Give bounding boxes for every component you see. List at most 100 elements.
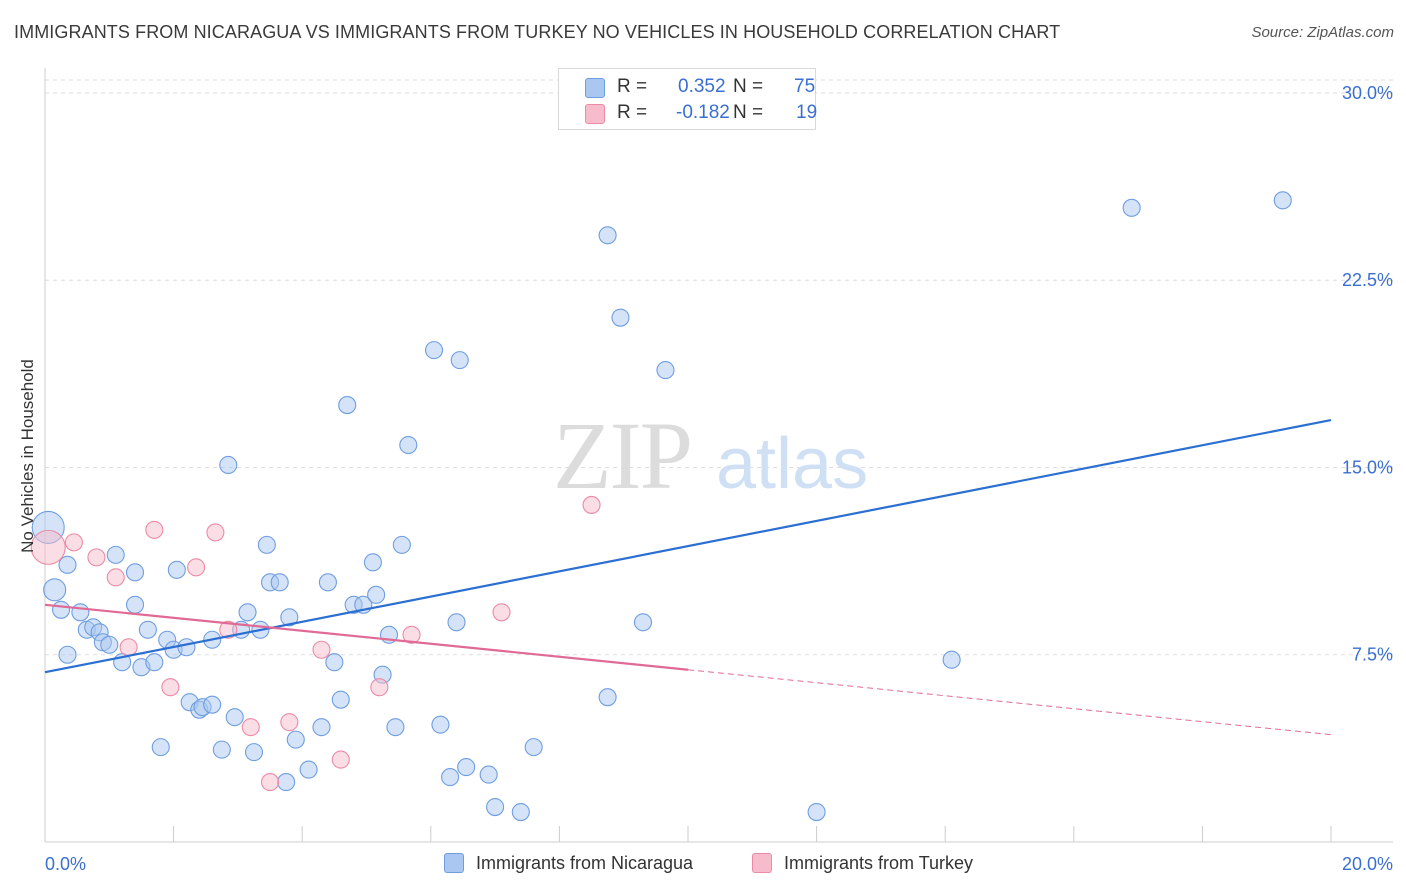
data-point-turkey: [106, 568, 125, 587]
data-point-nicaragua: [399, 435, 418, 455]
data-point-turkey: [219, 620, 238, 639]
series-turkey-points: [30, 495, 601, 792]
data-point-nicaragua: [318, 573, 337, 592]
data-point-nicaragua: [125, 563, 145, 582]
legend-n-label: N =: [733, 102, 764, 123]
data-point-nicaragua: [598, 226, 617, 245]
y-tick-label: 15.0%: [1342, 457, 1393, 477]
data-point-nicaragua: [633, 613, 653, 632]
data-point-nicaragua: [457, 758, 476, 777]
legend-n-label: N =: [733, 76, 764, 97]
legend-r-label: R =: [617, 76, 648, 97]
legend-n-value: 75: [794, 76, 816, 97]
data-point-turkey: [145, 520, 164, 539]
legend-n-value: 19: [796, 102, 818, 123]
data-point-nicaragua: [167, 560, 186, 579]
data-point-nicaragua: [212, 740, 231, 759]
gridlines: [45, 79, 1393, 656]
data-point-nicaragua: [598, 688, 617, 707]
data-point-turkey: [64, 533, 83, 552]
legend-label-nicaragua: Immigrants from Nicaragua: [476, 853, 694, 873]
y-tick-label: 22.5%: [1342, 270, 1393, 290]
y-tick-label: 7.5%: [1352, 645, 1393, 665]
data-point-nicaragua: [219, 455, 238, 475]
data-point-turkey: [582, 495, 601, 514]
data-point-nicaragua: [611, 308, 630, 327]
watermark-zip: ZIP: [553, 402, 691, 509]
data-point-turkey: [161, 678, 180, 697]
data-point-nicaragua: [43, 578, 67, 602]
data-point-nicaragua: [392, 535, 411, 554]
legend-swatch-turkey: [752, 853, 772, 873]
axes: [44, 68, 1393, 843]
data-point-turkey: [280, 713, 299, 732]
data-point-turkey: [312, 640, 331, 659]
trend-line-turkey: [44, 603, 689, 671]
watermark: ZIP atlas: [553, 402, 868, 509]
tick-labels: 7.5% 15.0% 22.5% 30.0% 0.0% 20.0%: [45, 83, 1393, 874]
data-point-turkey: [87, 548, 106, 567]
data-point-nicaragua: [431, 715, 450, 734]
data-point-nicaragua: [244, 743, 264, 762]
legend-r-value: 0.352: [678, 76, 726, 97]
data-point-nicaragua: [280, 608, 299, 627]
data-point-nicaragua: [138, 620, 157, 639]
x-tick-label: 0.0%: [45, 854, 86, 874]
data-point-turkey: [206, 523, 225, 542]
data-point-nicaragua: [338, 396, 357, 415]
data-point-nicaragua: [450, 351, 469, 370]
data-point-nicaragua: [106, 545, 125, 564]
trend-line-nicaragua: [44, 418, 1332, 674]
watermark-atlas: atlas: [716, 424, 868, 504]
chart-title: IMMIGRANTS FROM NICARAGUA VS IMMIGRANTS …: [14, 22, 1061, 42]
trend-line-turkey-projection: [687, 669, 1332, 736]
data-point-nicaragua: [257, 535, 276, 554]
y-tick-label: 30.0%: [1342, 83, 1393, 103]
trend-lines: [44, 418, 1332, 736]
data-point-nicaragua: [286, 730, 305, 749]
data-point-turkey: [187, 558, 206, 577]
data-point-nicaragua: [177, 638, 196, 657]
data-point-nicaragua: [58, 645, 77, 664]
data-point-nicaragua: [299, 760, 318, 779]
data-point-nicaragua: [447, 613, 466, 632]
legend-label-turkey: Immigrants from Turkey: [784, 853, 974, 873]
legend-swatch-turkey: [585, 104, 605, 124]
data-point-nicaragua: [125, 595, 145, 614]
data-point-nicaragua: [238, 603, 257, 622]
data-point-nicaragua: [100, 635, 119, 654]
data-point-nicaragua: [325, 653, 344, 672]
legend-r-value: -0.182: [676, 102, 730, 123]
legend-swatch-nicaragua: [585, 78, 605, 98]
data-point-nicaragua: [1122, 198, 1141, 217]
data-point-nicaragua: [524, 738, 543, 757]
data-point-nicaragua: [807, 802, 826, 822]
data-point-nicaragua: [270, 573, 289, 592]
data-point-nicaragua: [363, 553, 382, 572]
x-tick-label: 20.0%: [1342, 854, 1393, 874]
data-point-turkey: [30, 529, 66, 565]
data-point-nicaragua: [151, 738, 170, 757]
data-point-nicaragua: [312, 718, 331, 737]
y-axis-label: No Vehicles in Household: [18, 359, 37, 553]
data-point-nicaragua: [424, 341, 444, 360]
data-point-nicaragua: [942, 650, 961, 669]
data-point-nicaragua: [386, 718, 405, 737]
data-point-turkey: [331, 750, 350, 769]
legend-swatch-nicaragua: [444, 853, 464, 873]
data-point-nicaragua: [277, 773, 296, 792]
data-point-nicaragua: [52, 600, 71, 619]
data-point-nicaragua: [367, 585, 386, 604]
correlation-legend: R = 0.352 N = 75 R = -0.182 N = 19: [558, 68, 818, 130]
source-label: Source: ZipAtlas.com: [1251, 24, 1394, 41]
data-point-turkey: [370, 678, 389, 697]
data-point-nicaragua: [203, 695, 222, 714]
data-point-turkey: [119, 638, 138, 657]
data-point-nicaragua: [479, 765, 498, 784]
data-point-nicaragua: [1273, 191, 1292, 210]
data-point-nicaragua: [331, 690, 350, 709]
data-point-nicaragua: [58, 555, 77, 574]
data-point-nicaragua: [441, 768, 460, 787]
data-point-nicaragua: [656, 361, 675, 380]
